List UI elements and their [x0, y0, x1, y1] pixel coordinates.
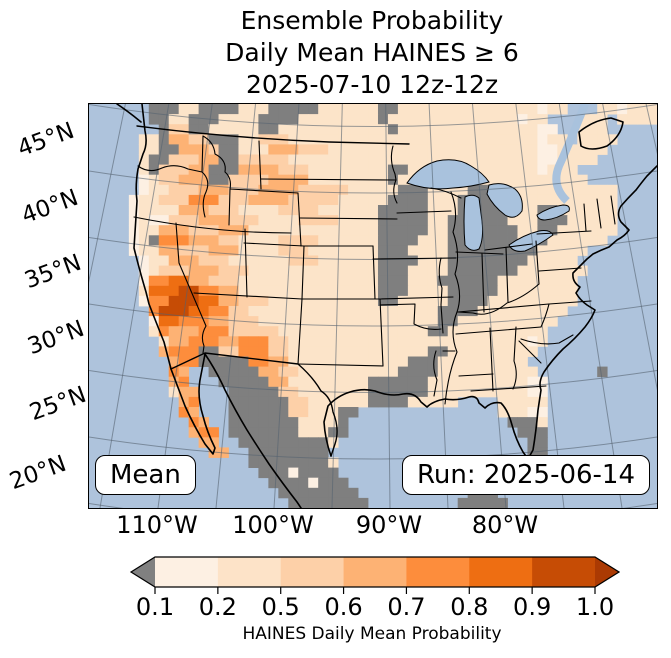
great-lakes: [406, 104, 589, 252]
lat-tick-label: 30°N: [24, 315, 88, 361]
coast-baja: [170, 353, 216, 455]
lon-tick-label: 100°W: [232, 511, 314, 539]
lake-huron: [486, 183, 523, 218]
coast-mexico-west: [204, 353, 302, 508]
stat-badge: Mean: [95, 455, 196, 495]
title-line-2: Daily Mean HAINES ≥ 6: [225, 38, 519, 67]
lon-tick-label: 90°W: [355, 511, 423, 539]
lon-tick-label: 80°W: [471, 511, 539, 539]
figure-title: Ensemble Probability Daily Mean HAINES ≥…: [88, 5, 656, 101]
coast-pacific: [133, 104, 172, 370]
colorbar-tick-label: 0.2: [198, 593, 237, 621]
colorbar-tick-label: 0.7: [387, 593, 426, 621]
lat-tick-label: 35°N: [21, 249, 85, 295]
lat-tick-label: 40°N: [18, 184, 82, 230]
lake-erie: [508, 230, 554, 252]
colorbar-under-arrow: [131, 557, 155, 587]
map-svg: [89, 104, 657, 508]
state-borders: [133, 135, 616, 405]
lake-superior: [406, 159, 490, 190]
colorbar: [129, 556, 620, 594]
geo-borders: [116, 104, 657, 508]
colorbar-tick-label: 1.0: [575, 593, 615, 621]
lat-tick-label: 25°N: [26, 381, 90, 427]
lat-tick-label: 45°N: [14, 117, 78, 163]
title-line-1: Ensemble Probability: [240, 6, 504, 35]
colorbar-over-arrow: [595, 557, 619, 587]
border-us-canada: [136, 125, 410, 145]
lake-michigan: [463, 194, 484, 251]
lat-tick-label: 20°N: [6, 450, 70, 496]
coast-gulf-atlantic: [323, 165, 657, 460]
colorbar-tick-label: 0.5: [261, 593, 300, 621]
title-line-3: 2025-07-10 12z-12z: [245, 70, 499, 99]
country-borders: [136, 125, 410, 457]
lake-ontario: [536, 204, 570, 221]
border-us-mexico: [170, 352, 338, 457]
colorbar-tick-label: 0.6: [324, 593, 363, 621]
colorbar-tick-label: 0.9: [513, 593, 552, 621]
map-canvas: [88, 103, 658, 509]
coast-vancouver-island: [116, 104, 142, 123]
colorbar-ticks: [154, 587, 596, 594]
colorbar-tick-label: 0.1: [135, 593, 175, 621]
run-date-badge: Run: 2025-06-14: [402, 455, 650, 495]
lon-tick-label: 110°W: [116, 511, 198, 539]
coast-nova-scotia: [578, 117, 624, 150]
colorbar-segments: [155, 557, 596, 587]
colorbar-caption: HAINES Daily Mean Probability: [242, 624, 502, 644]
st-lawrence-river: [552, 104, 589, 204]
colorbar-tick-label: 0.8: [450, 593, 489, 621]
